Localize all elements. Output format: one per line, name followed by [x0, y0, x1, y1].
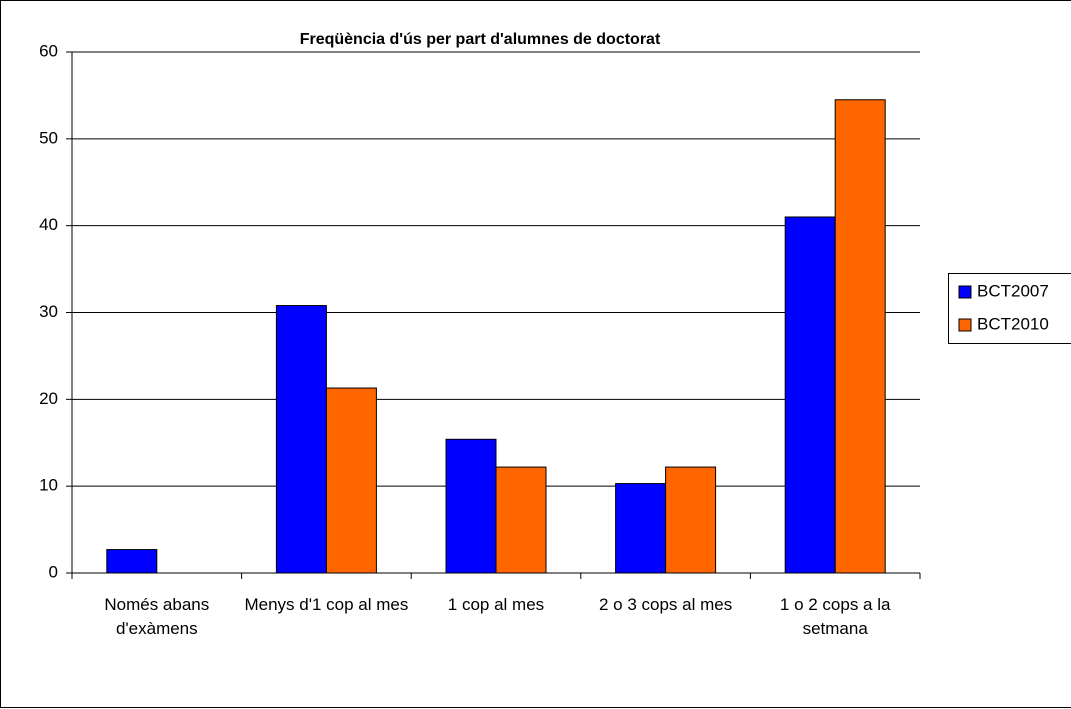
y-tick-label: 0	[49, 562, 58, 581]
bar	[615, 483, 667, 574]
bar	[325, 387, 377, 574]
legend-label: BCT2010	[977, 314, 1049, 333]
y-tick-label: 30	[39, 302, 58, 321]
x-tick-label: Menys d'1 cop al mes	[244, 595, 409, 614]
bar	[495, 466, 547, 574]
y-tick-label: 10	[39, 476, 58, 495]
legend-box	[948, 273, 1071, 344]
bar	[275, 305, 327, 574]
bar	[445, 438, 497, 574]
y-tick-label: 60	[39, 41, 58, 60]
y-tick-label: 40	[39, 215, 58, 234]
bar	[834, 99, 886, 574]
bar	[106, 549, 158, 574]
bar	[665, 466, 717, 574]
x-tick-label: Només abans d'exàmens	[104, 595, 210, 638]
x-tick-label: 1 cop al mes	[447, 595, 545, 614]
legend-swatch	[958, 285, 972, 299]
chart-title: Freqüència d'ús per part d'alumnes de do…	[300, 31, 661, 48]
legend-swatch	[958, 318, 972, 332]
x-tick-label: 2 o 3 cops al mes	[598, 595, 733, 614]
y-tick-label: 20	[39, 389, 58, 408]
x-tick-label: 1 o 2 cops a la setmana	[779, 595, 891, 638]
legend-label: BCT2007	[977, 281, 1049, 300]
bar	[784, 216, 836, 574]
y-tick-label: 50	[39, 128, 58, 147]
